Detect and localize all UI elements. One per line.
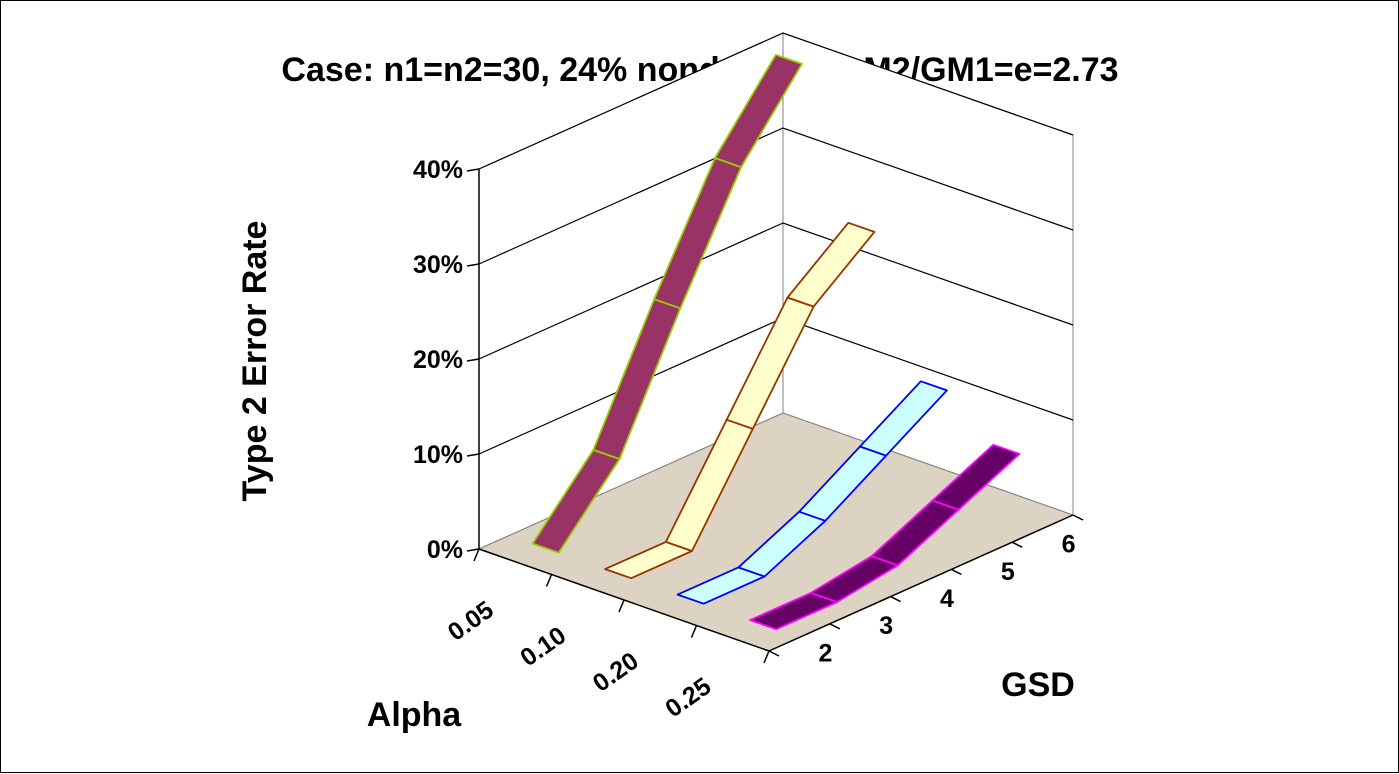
z-tick-mark (829, 623, 841, 630)
y-tick-label: 10% (413, 441, 463, 469)
y-tick-label: 30% (413, 251, 463, 279)
z-tick-label: 3 (879, 612, 893, 640)
x-tick-label: 0.10 (515, 621, 571, 672)
y-tick-mark (466, 358, 480, 362)
z-tick-mark (1011, 541, 1023, 548)
z-axis-title: GSD (1001, 666, 1075, 704)
series-ribbon-0.10 (604, 221, 876, 580)
z-tick-mark (768, 650, 780, 657)
gridline (478, 127, 1074, 265)
ribbon-segment (931, 443, 1021, 511)
y-tick-mark (466, 453, 480, 457)
x-tick-label: 0.05 (443, 596, 499, 647)
x-tick-label: 0.25 (660, 672, 716, 723)
series-ribbon-0.25 (749, 443, 1021, 631)
x-tick-mark (473, 548, 480, 562)
x-tick-mark (545, 574, 553, 587)
y-tick-mark (466, 263, 480, 267)
z-tick-label: 2 (818, 639, 832, 667)
x-axis-title: Alpha (367, 696, 463, 734)
x-tick-mark (690, 625, 698, 638)
z-tick-label: 4 (940, 585, 954, 613)
y-tick-label: 40% (413, 156, 463, 184)
y-tick-label: 0% (427, 536, 463, 564)
gridline (478, 32, 1074, 170)
z-tick-label: 6 (1062, 531, 1076, 559)
x-tick-label: 0.20 (588, 647, 644, 698)
y-tick-mark (466, 548, 480, 552)
x-tick-mark (763, 650, 770, 664)
z-axis-line (768, 514, 1074, 652)
gridlines (478, 32, 1074, 455)
series-ribbon-0.05 (531, 53, 803, 554)
z-tick-label: 5 (1001, 558, 1015, 586)
axes (466, 168, 1084, 664)
y-axis-title: Type 2 Error Rate (236, 221, 274, 502)
z-tick-mark (1072, 514, 1084, 521)
x-tick-mark (618, 599, 625, 613)
series-ribbon-0.20 (676, 380, 948, 605)
ribbon-segment (714, 53, 803, 169)
ribbon-segment (786, 221, 876, 308)
gridline (478, 222, 1074, 360)
y-tick-mark (466, 168, 480, 172)
z-tick-mark (890, 595, 901, 603)
z-tick-mark (951, 568, 962, 576)
series-layer (531, 53, 1021, 631)
y-tick-label: 20% (413, 346, 463, 374)
ribbon-segment (859, 380, 948, 457)
